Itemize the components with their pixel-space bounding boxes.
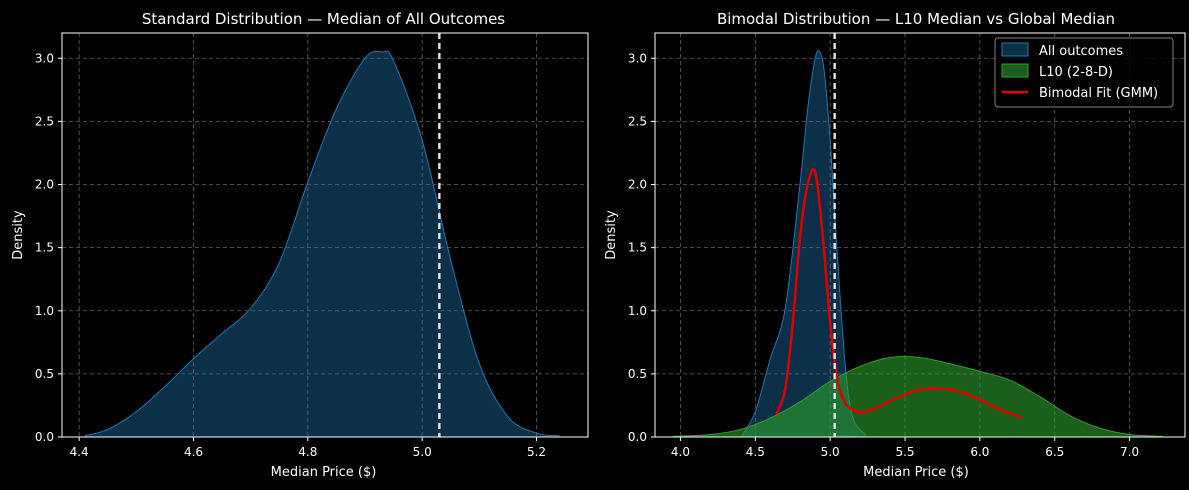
legend: All outcomes L10 (2-8-D) Bimodal Fit (GM…: [994, 37, 1174, 108]
legend-label-all-outcomes: All outcomes: [1039, 44, 1123, 59]
left-y-tick-label: 2.0: [35, 178, 54, 192]
right-x-tick-label: 4.5: [746, 445, 765, 459]
right-x-tick-label: 4.0: [671, 445, 690, 459]
left-chart-title: Standard Distribution — Median of All Ou…: [142, 10, 505, 28]
right-chart-title: Bimodal Distribution — L10 Median vs Glo…: [717, 10, 1115, 28]
left-y-tick-label: 2.5: [35, 114, 54, 128]
legend-swatch-all-outcomes: [1001, 42, 1029, 57]
right-y-tick-label: 2.5: [628, 114, 647, 128]
left-y-tick-label: 1.0: [35, 304, 54, 318]
right-series-l10-2-8-d-area: [672, 356, 1163, 437]
right-series-bimodal-fit-gmm-line: [775, 167, 1023, 418]
left-x-tick-label: 5.0: [413, 445, 432, 459]
legend-swatch-l10: [1001, 63, 1029, 78]
left-y-axis-label: Density: [11, 210, 26, 260]
right-y-axis-label: Density: [604, 210, 619, 260]
right-axes-frame: [654, 32, 1186, 438]
right-series-l10-2-8-d-outline: [672, 356, 1163, 437]
right-plot-area: 4.0 4.5 5.0 5.5 6.0 6.5 7.0 0.0 0.5 1.0 1.5 2.0 2.5 3…: [628, 32, 1186, 459]
left-y-tick-label: 3.0: [35, 51, 54, 65]
legend-label-bimodal-fit: Bimodal Fit (GMM): [1039, 86, 1158, 101]
right-y-tick-label: 3.0: [628, 51, 647, 65]
right-x-axis-label: Median Price ($): [863, 465, 969, 480]
right-x-tick-label: 7.0: [1120, 445, 1139, 459]
left-x-axis-label: Median Price ($): [271, 465, 377, 480]
right-x-tick-label: 5.0: [821, 445, 840, 459]
left-x-tick-label: 4.8: [298, 445, 317, 459]
right-y-tick-label: 0.0: [628, 430, 647, 444]
left-y-tick-label: 1.5: [35, 241, 54, 255]
left-x-tick-label: 4.6: [184, 445, 203, 459]
right-chart: 4.0 4.5 5.0 5.5 6.0 6.5 7.0 0.0 0.5 1.0 1.5 2.0 2.5 3…: [604, 10, 1186, 480]
legend-frame: [994, 37, 1174, 108]
legend-label-l10: L10 (2-8-D): [1039, 65, 1113, 80]
left-plot-area: 4.4 4.6 4.8 5.0 5.2 0.0 0.5 1.0 1.5 2.0 2.5 3.0: [35, 32, 589, 459]
right-x-tick-label: 5.5: [895, 445, 914, 459]
right-series-all-outcomes-area: [741, 50, 867, 437]
left-x-tick-label: 5.2: [527, 445, 546, 459]
left-series-all-outcomes-outline: [84, 50, 560, 437]
right-y-tick-label: 1.0: [628, 304, 647, 318]
right-y-tick-label: 1.5: [628, 241, 647, 255]
right-y-tick-label: 0.5: [628, 367, 647, 381]
right-x-tick-label: 6.5: [1045, 445, 1064, 459]
right-series-all-outcomes-outline: [741, 50, 867, 437]
left-y-tick-label: 0.5: [35, 367, 54, 381]
left-series-all-outcomes-area: [84, 50, 560, 438]
right-x-tick-label: 6.0: [970, 445, 989, 459]
left-y-tick-label: 0.0: [35, 430, 54, 444]
left-x-tick-label: 4.4: [70, 445, 89, 459]
right-y-tick-label: 2.0: [628, 178, 647, 192]
left-axes-frame: [61, 32, 589, 438]
left-chart: 4.4 4.6 4.8 5.0 5.2 0.0 0.5 1.0 1.5 2.0 2.5 3.0 Sta…: [11, 10, 589, 480]
